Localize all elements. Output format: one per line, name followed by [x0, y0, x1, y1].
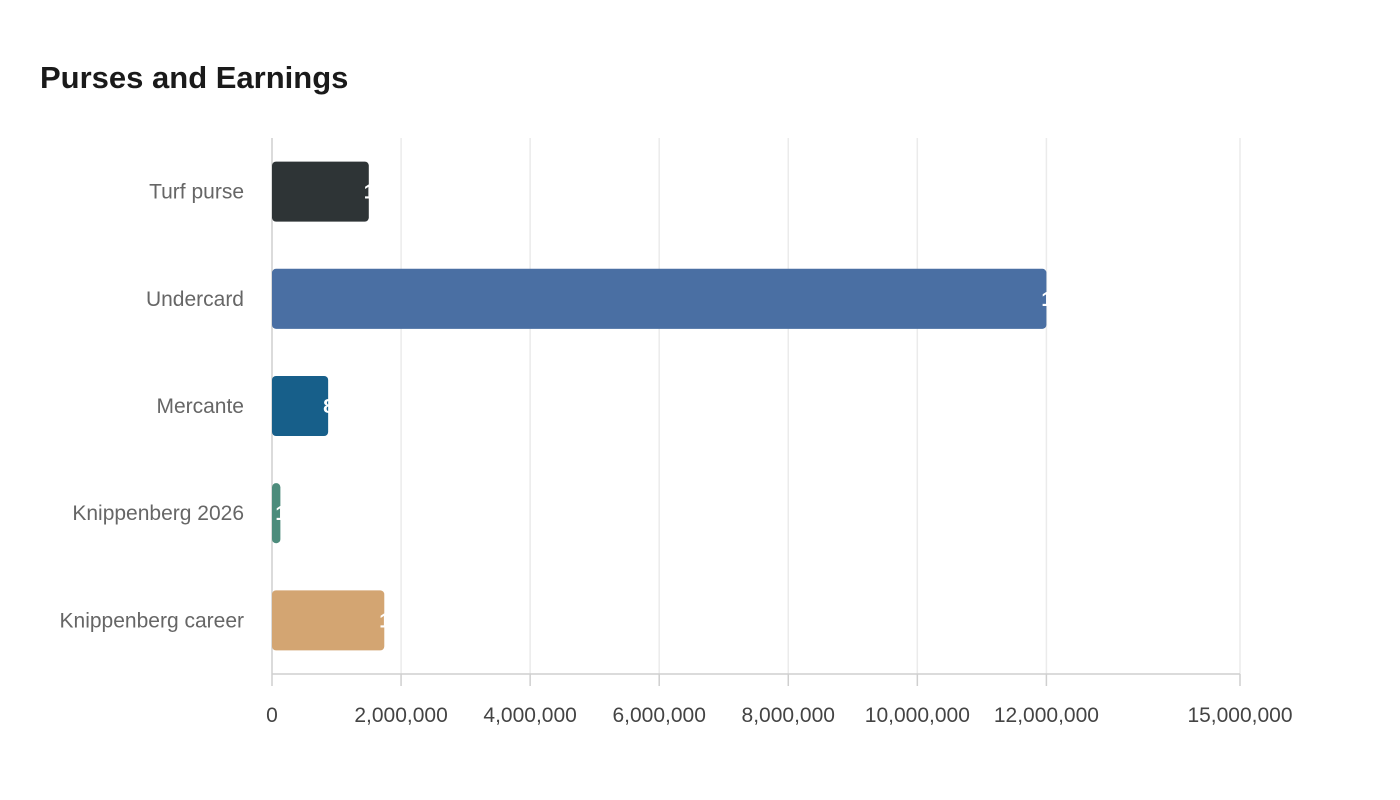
category-label: Mercante — [156, 395, 244, 418]
axes — [271, 138, 1241, 686]
x-tick-label: 8,000,000 — [742, 704, 835, 727]
data-label: 1 — [1041, 289, 1052, 311]
data-label: 1 — [364, 182, 375, 204]
x-tick-label: 0 — [266, 704, 278, 727]
category-label: Knippenberg career — [60, 609, 244, 632]
category-label: Turf purse — [149, 181, 244, 204]
bars — [272, 161, 1047, 651]
x-tick-label: 12,000,000 — [994, 704, 1099, 727]
x-tick-label: 6,000,000 — [612, 704, 705, 727]
data-label: 1 — [275, 503, 286, 525]
x-tick-label: 10,000,000 — [865, 704, 970, 727]
data-label: 8 — [323, 396, 334, 418]
bar[interactable] — [272, 161, 369, 222]
x-tick-label: 2,000,000 — [354, 704, 447, 727]
category-label: Undercard — [146, 288, 244, 311]
grid-lines — [400, 138, 1241, 674]
category-label: Knippenberg 2026 — [72, 502, 244, 525]
chart-title: Purses and Earnings — [40, 60, 349, 95]
x-tick-label: 4,000,000 — [483, 704, 576, 727]
bar[interactable] — [272, 375, 329, 437]
data-label: 1 — [379, 610, 390, 632]
bar[interactable] — [272, 483, 281, 544]
bar[interactable] — [272, 590, 385, 651]
x-tick-label: 15,000,000 — [1187, 704, 1292, 727]
bar[interactable] — [272, 268, 1047, 329]
labels: 0 2,000,000 4,000,000 6,000,000 8,000,000 10,… — [60, 181, 1293, 727]
